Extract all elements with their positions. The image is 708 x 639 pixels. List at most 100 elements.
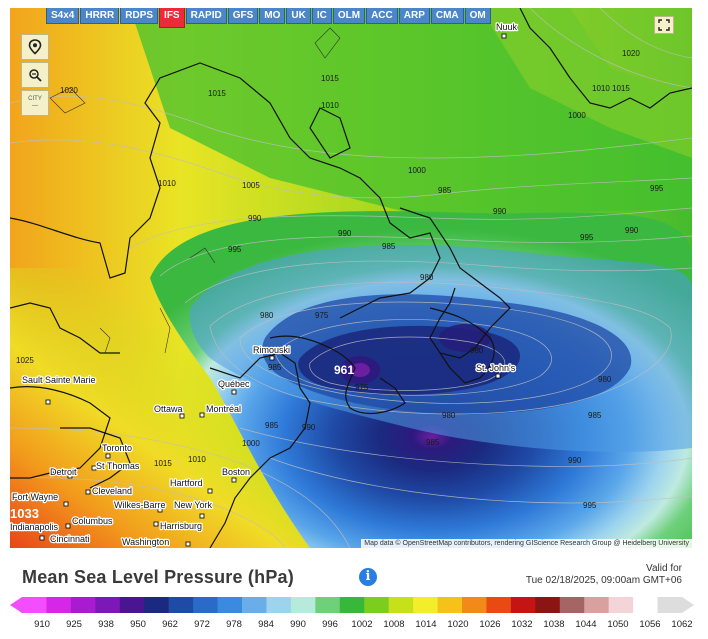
city-label: Sault Sainte Marie — [22, 375, 96, 385]
scale-color-swatch — [364, 597, 390, 613]
city-toggle-label: CITY — — [28, 96, 42, 109]
location-button[interactable] — [21, 34, 49, 60]
zoom-button[interactable] — [21, 62, 49, 88]
scale-color-swatch — [462, 597, 487, 613]
model-tab-hrrr[interactable]: HRRR — [80, 8, 120, 24]
isobar-label: 1010 — [592, 84, 610, 93]
fullscreen-button[interactable] — [654, 16, 674, 34]
scale-color-swatch — [559, 597, 585, 613]
scale-color-swatch — [584, 597, 610, 613]
model-tab-om[interactable]: OM — [464, 8, 491, 24]
valid-time-block: Valid for Tue 02/18/2025, 09:00am GMT+06 — [526, 563, 682, 587]
isobar-label: 980 — [470, 346, 484, 355]
city-marker[interactable]: Rimouski — [252, 344, 291, 361]
isobar-label: 985 — [588, 411, 602, 420]
scale-tick-label: 1032 — [511, 619, 533, 630]
city-marker[interactable]: Ottawa — [153, 403, 185, 419]
city-label: Québec — [218, 379, 250, 389]
isobar-label: 1010 — [188, 455, 206, 464]
scale-color-swatch — [535, 597, 561, 613]
city-marker[interactable]: Hartford — [169, 477, 213, 494]
isobar-label: 1015 — [208, 89, 226, 98]
model-tab-uk[interactable]: UK — [286, 8, 311, 24]
model-tab-cma[interactable]: CMA — [430, 8, 464, 24]
scale-color-swatch — [437, 597, 463, 613]
city-label: Nuuk — [496, 22, 518, 32]
city-label: Harrisburg — [160, 521, 202, 531]
scale-tick-label: 938 — [98, 619, 114, 630]
model-tab-acc[interactable]: ACC — [366, 8, 398, 24]
scale-tick-label: 962 — [162, 619, 178, 630]
isobar-label: 980 — [260, 311, 274, 320]
model-tab-olm[interactable]: OLM — [332, 8, 366, 24]
scale-color-swatch — [388, 597, 414, 613]
info-icon[interactable]: i — [359, 568, 377, 586]
isobar-label: 1010 — [321, 101, 339, 110]
scale-tick-label: 950 — [130, 619, 146, 630]
city-marker[interactable]: St Thomas — [91, 460, 141, 472]
model-tab-gfs[interactable]: GFS — [227, 8, 259, 24]
city-label: Wilkes-Barre — [114, 500, 166, 510]
city-marker[interactable]: Wilkes-Barre — [113, 499, 167, 513]
isobar-label: 990 — [302, 423, 316, 432]
weather-map[interactable]: 1020 1015 1015 1010 1020 1010 1015 1000 … — [10, 8, 692, 548]
isobar-label: 1000 — [242, 439, 260, 448]
city-label: Indianapolis — [10, 522, 59, 532]
pressure-scale-ticks: 910 925 938 950 962 972 978 984 990 996 1002 1008 10… — [10, 619, 694, 633]
isobar-label: 985 — [268, 363, 282, 372]
model-tab-mo[interactable]: MO — [259, 8, 286, 24]
isobar-label: 1000 — [568, 111, 586, 120]
city-marker[interactable]: Cincinnati — [39, 533, 91, 545]
scale-tick-label: 1008 — [383, 619, 405, 630]
scale-color-swatch — [144, 597, 170, 613]
model-tab-ifs[interactable]: IFS — [159, 8, 185, 28]
scale-color-swatch — [315, 597, 341, 613]
map-attribution: Map data © OpenStreetMap contributors, r… — [361, 539, 692, 548]
isobar-labels: 1020 1015 1015 1010 1020 1010 1015 1000 … — [16, 49, 664, 510]
scale-color-swatch — [168, 597, 194, 613]
city-marker[interactable]: Washington — [121, 536, 191, 548]
scale-color-swatch — [657, 597, 683, 613]
city-marker[interactable]: Columbus — [65, 515, 114, 529]
scale-color-swatch — [266, 597, 292, 613]
scale-color-swatch — [217, 597, 243, 613]
scale-max-arrow — [682, 597, 694, 613]
city-toggle-button[interactable]: CITY — — [21, 90, 49, 116]
city-label: Washington — [122, 537, 169, 547]
scale-tick-label: 910 — [34, 619, 50, 630]
city-marker[interactable]: Fort Wayne — [11, 491, 69, 507]
city-marker[interactable]: Québec — [217, 378, 251, 395]
scale-tick-label: 1014 — [415, 619, 437, 630]
scale-color-swatch — [510, 597, 536, 613]
pressure-map-canvas[interactable]: 1020 1015 1015 1010 1020 1010 1015 1000 … — [10, 8, 692, 548]
city-marker[interactable]: St. John's — [475, 362, 517, 379]
isobar-label: 1000 — [408, 166, 426, 175]
model-tab-rdps[interactable]: RDPS — [120, 8, 159, 24]
city-marker[interactable]: Indianapolis — [10, 521, 60, 534]
scale-tick-label: 996 — [322, 619, 338, 630]
city-marker[interactable]: Harrisburg — [153, 520, 203, 532]
isobar-label: 1015 — [321, 74, 339, 83]
scale-tick-label: 984 — [258, 619, 274, 630]
scale-color-swatch — [70, 597, 96, 613]
isobar-label: 1020 — [60, 86, 78, 95]
location-pin-icon — [28, 39, 42, 55]
city-label: Montréal — [206, 404, 241, 414]
city-marker[interactable]: New York — [173, 499, 214, 519]
city-marker[interactable]: Toronto — [101, 442, 133, 459]
city-marker[interactable]: Sault Sainte Marie — [21, 374, 97, 405]
city-marker[interactable]: Boston — [221, 466, 251, 483]
city-marker[interactable]: Detroit — [49, 466, 78, 479]
fullscreen-icon — [658, 19, 670, 31]
isobar-label: 1015 — [154, 459, 172, 468]
city-marker[interactable]: Cleveland — [85, 485, 133, 497]
city-marker[interactable]: Montréal — [199, 403, 242, 418]
isobar-label: 1005 — [242, 181, 260, 190]
model-tab-ic[interactable]: IC — [311, 8, 332, 24]
model-tab-s4x4[interactable]: S4x4 — [46, 8, 80, 24]
city-marker[interactable]: Nuuk — [495, 21, 519, 39]
scale-tick-label: 1002 — [351, 619, 373, 630]
model-tab-rapid[interactable]: RAPID — [185, 8, 227, 24]
isobar-label: 980 — [442, 411, 456, 420]
model-tab-arp[interactable]: ARP — [398, 8, 430, 24]
